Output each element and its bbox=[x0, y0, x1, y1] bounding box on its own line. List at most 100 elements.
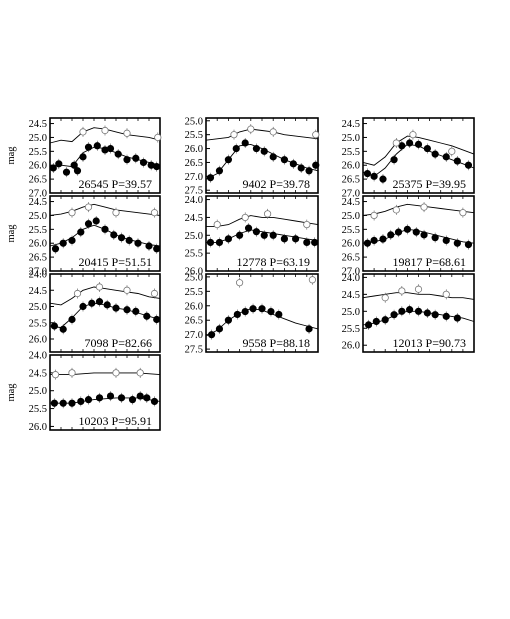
panel-title: 9558 P=88.18 bbox=[243, 336, 310, 350]
filled-data-point bbox=[95, 298, 104, 306]
filled-data-point bbox=[110, 231, 118, 239]
y-tick-label: 25.0 bbox=[29, 211, 47, 222]
filled-data-point bbox=[77, 397, 85, 406]
y-tick-label: 24.5 bbox=[29, 119, 47, 130]
y-tick-label: 25.5 bbox=[29, 147, 47, 158]
filled-data-point bbox=[412, 228, 420, 236]
y-tick-label: 24.5 bbox=[29, 286, 47, 297]
panel-10: 24.0 24.5 25.0 25.5 26.0 mag 10203 P=95.91 bbox=[6, 351, 161, 433]
filled-data-point bbox=[117, 234, 126, 242]
open-data-point bbox=[154, 133, 162, 142]
filled-data-point bbox=[125, 236, 133, 245]
filled-data-point bbox=[233, 310, 241, 319]
filled-data-point bbox=[370, 172, 378, 180]
filled-data-point bbox=[55, 160, 63, 168]
filled-data-point bbox=[244, 224, 253, 232]
model-curve bbox=[206, 215, 319, 227]
open-data-point bbox=[112, 369, 120, 377]
open-data-point bbox=[420, 203, 428, 211]
filled-data-point bbox=[84, 220, 93, 228]
filled-data-point bbox=[280, 156, 288, 164]
panel-title: 9402 P=39.78 bbox=[243, 177, 310, 191]
y-tick-label: 27.0 bbox=[342, 267, 360, 278]
y-tick-label: 24.0 bbox=[29, 270, 47, 281]
filled-data-point bbox=[132, 154, 140, 162]
open-data-point bbox=[236, 279, 244, 287]
filled-data-point bbox=[269, 231, 277, 239]
filled-data-point bbox=[464, 241, 473, 249]
y-tick-label: 25.5 bbox=[185, 287, 203, 298]
filled-data-point bbox=[101, 225, 109, 233]
open-data-point bbox=[409, 131, 417, 139]
y-tick-label: 25.5 bbox=[29, 225, 47, 236]
open-data-point bbox=[79, 128, 87, 136]
panel-title: 7098 P=82.66 bbox=[85, 336, 152, 350]
y-tick-label: 26.0 bbox=[29, 335, 47, 346]
open-data-point bbox=[68, 209, 76, 217]
y-tick-label: 25.5 bbox=[29, 404, 47, 415]
panel-title: 12778 P=63.19 bbox=[237, 255, 310, 269]
open-data-point bbox=[230, 131, 238, 139]
y-tick-label: 27.0 bbox=[185, 330, 203, 341]
y-tick-label: 25.5 bbox=[342, 225, 360, 236]
open-data-point bbox=[123, 129, 131, 137]
filled-data-point bbox=[128, 396, 137, 404]
filled-data-point bbox=[123, 306, 131, 314]
panel-3: 24.5 25.0 25.5 26.0 26.5 27.0 25375 P=39.95 bbox=[342, 117, 475, 200]
filled-data-point bbox=[224, 156, 232, 164]
y-tick-label: 26.0 bbox=[185, 301, 203, 312]
filled-data-point bbox=[73, 167, 82, 175]
open-data-point bbox=[241, 213, 249, 222]
filled-data-point bbox=[79, 153, 87, 161]
y-tick-label: 26.0 bbox=[342, 239, 360, 250]
filled-data-point bbox=[208, 331, 216, 339]
filled-data-point bbox=[49, 164, 57, 172]
filled-data-point bbox=[139, 158, 148, 167]
filled-data-point bbox=[364, 321, 373, 329]
filled-data-point bbox=[252, 144, 260, 153]
filled-data-point bbox=[59, 239, 67, 247]
y-tick-label: 24.5 bbox=[342, 119, 360, 130]
y-tick-label: 24.5 bbox=[342, 197, 360, 208]
y-tick-label: 24.0 bbox=[342, 273, 360, 284]
model-curve bbox=[206, 229, 319, 243]
y-axis-label: mag bbox=[6, 146, 17, 165]
y-tick-label: 26.5 bbox=[342, 175, 360, 186]
filled-data-point bbox=[423, 144, 431, 153]
panel-9: 24.0 24.5 25.0 25.5 26.0 12013 P=90.73 bbox=[342, 273, 475, 353]
filled-data-point bbox=[106, 144, 115, 153]
filled-data-point bbox=[420, 231, 428, 239]
filled-data-point bbox=[464, 161, 473, 169]
y-tick-label: 25.0 bbox=[185, 231, 203, 242]
model-curve bbox=[362, 203, 475, 216]
panel-4: 24.5 25.0 25.5 26.0 26.5 27.0 mag 20415 P=51.51 bbox=[6, 195, 161, 278]
filled-data-point bbox=[431, 150, 439, 158]
y-tick-label: 27.5 bbox=[185, 345, 203, 356]
filled-data-point bbox=[387, 231, 395, 239]
model-curve bbox=[362, 135, 475, 166]
filled-data-point bbox=[260, 231, 268, 239]
panel-5: 24.0 24.5 25.0 25.5 26.0 12778 P=63.19 bbox=[185, 195, 319, 278]
open-data-point bbox=[392, 206, 400, 214]
filled-data-point bbox=[145, 242, 153, 250]
filled-data-point bbox=[153, 315, 161, 324]
filled-data-point bbox=[390, 156, 398, 164]
y-tick-label: 25.0 bbox=[185, 272, 203, 283]
filled-data-point bbox=[143, 394, 151, 402]
open-data-point bbox=[392, 139, 400, 147]
filled-data-point bbox=[117, 394, 126, 402]
filled-data-point bbox=[153, 163, 161, 171]
open-data-point bbox=[101, 126, 109, 135]
y-tick-label: 26.0 bbox=[185, 144, 203, 155]
filled-data-point bbox=[267, 307, 275, 316]
y-tick-label: 25.0 bbox=[342, 307, 360, 318]
filled-data-point bbox=[280, 235, 288, 243]
open-data-point bbox=[150, 289, 159, 298]
filled-data-point bbox=[114, 150, 122, 158]
y-tick-label: 26.0 bbox=[29, 239, 47, 250]
filled-data-point bbox=[59, 399, 67, 407]
filled-data-point bbox=[275, 310, 283, 319]
y-tick-label: 26.0 bbox=[342, 161, 360, 172]
y-tick-label: 26.5 bbox=[185, 316, 203, 327]
open-data-point bbox=[381, 294, 389, 302]
